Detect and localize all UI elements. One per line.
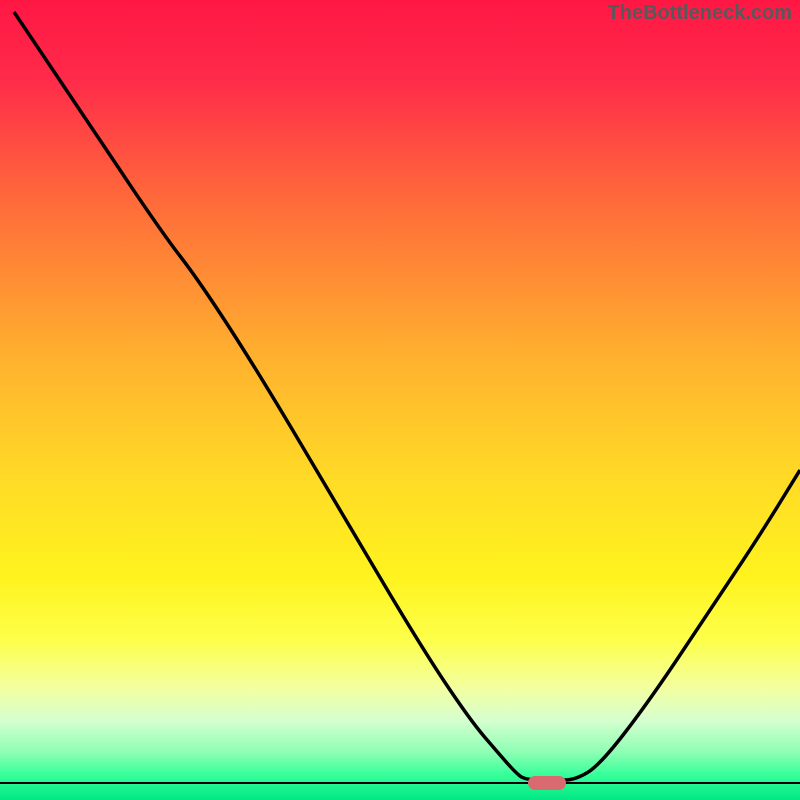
curve-layer bbox=[0, 0, 800, 800]
watermark-text: TheBottleneck.com bbox=[608, 2, 792, 25]
optimum-marker bbox=[528, 776, 566, 790]
bottleneck-curve-line bbox=[14, 12, 800, 780]
bottleneck-chart: TheBottleneck.com bbox=[0, 0, 800, 800]
